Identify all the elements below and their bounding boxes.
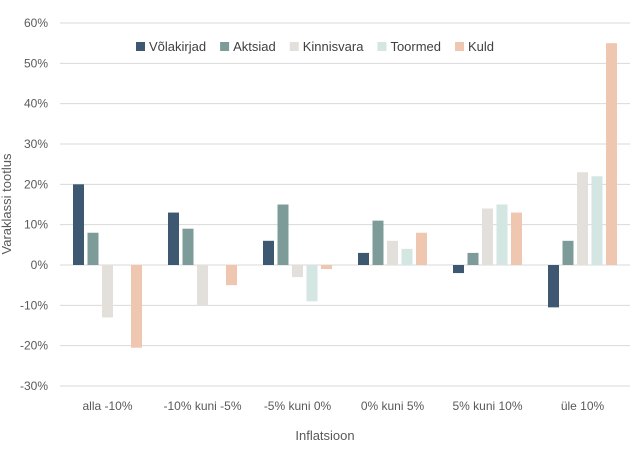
bar [73, 184, 84, 265]
y-tick-label: -20% [20, 339, 48, 353]
legend-label: Toormed [390, 39, 441, 54]
x-axis-ticks: alla -10% -10% kuni -5% -5% kuni 0% 0% kuni… [82, 399, 604, 413]
bar [511, 212, 522, 265]
legend-label: Aktsiad [233, 39, 276, 54]
bar [321, 265, 332, 270]
bar [372, 220, 384, 265]
legend: Võlakirjad Aktsiad Kinnisvara Toormed Kuld [136, 39, 494, 54]
bar [562, 240, 574, 265]
bar [416, 232, 427, 265]
y-tick-label: 10% [24, 218, 48, 232]
legend-label: Kinnisvara [303, 39, 364, 54]
y-axis-title: Varaklassi tootlus [0, 153, 14, 254]
y-tick-label: 40% [24, 97, 48, 111]
bar [277, 204, 289, 265]
legend-swatch [289, 42, 299, 51]
bar [496, 204, 508, 265]
bar [226, 265, 237, 286]
y-tick-label: -30% [20, 379, 48, 393]
bar [87, 232, 99, 265]
bar [168, 212, 179, 265]
y-tick-label: 30% [24, 137, 48, 151]
x-tick-label: alla -10% [82, 399, 132, 413]
bar [102, 265, 113, 318]
bar [548, 265, 559, 308]
bar [591, 176, 603, 265]
bar [577, 172, 588, 265]
x-tick-label: -10% kuni -5% [163, 399, 241, 413]
bar [292, 265, 303, 278]
bar [482, 208, 493, 265]
y-tick-label: 20% [24, 177, 48, 191]
bar [387, 240, 398, 265]
bar [606, 43, 617, 265]
bar [197, 265, 208, 306]
legend-swatch [377, 42, 387, 51]
y-tick-label: 0% [31, 258, 49, 272]
bar [453, 265, 464, 274]
y-tick-label: 60% [24, 16, 48, 30]
y-tick-label: 50% [24, 56, 48, 70]
bar [131, 265, 142, 348]
legend-label: Võlakirjad [149, 39, 206, 54]
x-tick-label: 0% kuni 5% [361, 399, 425, 413]
x-tick-label: üle 10% [561, 399, 605, 413]
bar [263, 240, 274, 265]
legend-label: Kuld [468, 39, 494, 54]
legend-swatch [455, 42, 465, 51]
bar [358, 252, 369, 265]
bars [73, 43, 617, 348]
x-axis-title: Inflatsioon [295, 428, 354, 443]
bar [401, 248, 413, 265]
y-tick-label: -10% [20, 298, 48, 312]
x-tick-label: -5% kuni 0% [264, 399, 332, 413]
bar [306, 265, 318, 302]
legend-swatch [220, 42, 230, 51]
legend-swatch [136, 42, 145, 51]
bar [467, 252, 479, 265]
gridlines [60, 22, 630, 387]
y-axis-ticks: 60% 50% 40% 30% 20% 10% 0% -10% -20% -30% [20, 16, 48, 393]
x-tick-label: 5% kuni 10% [452, 399, 522, 413]
bar [182, 228, 194, 265]
